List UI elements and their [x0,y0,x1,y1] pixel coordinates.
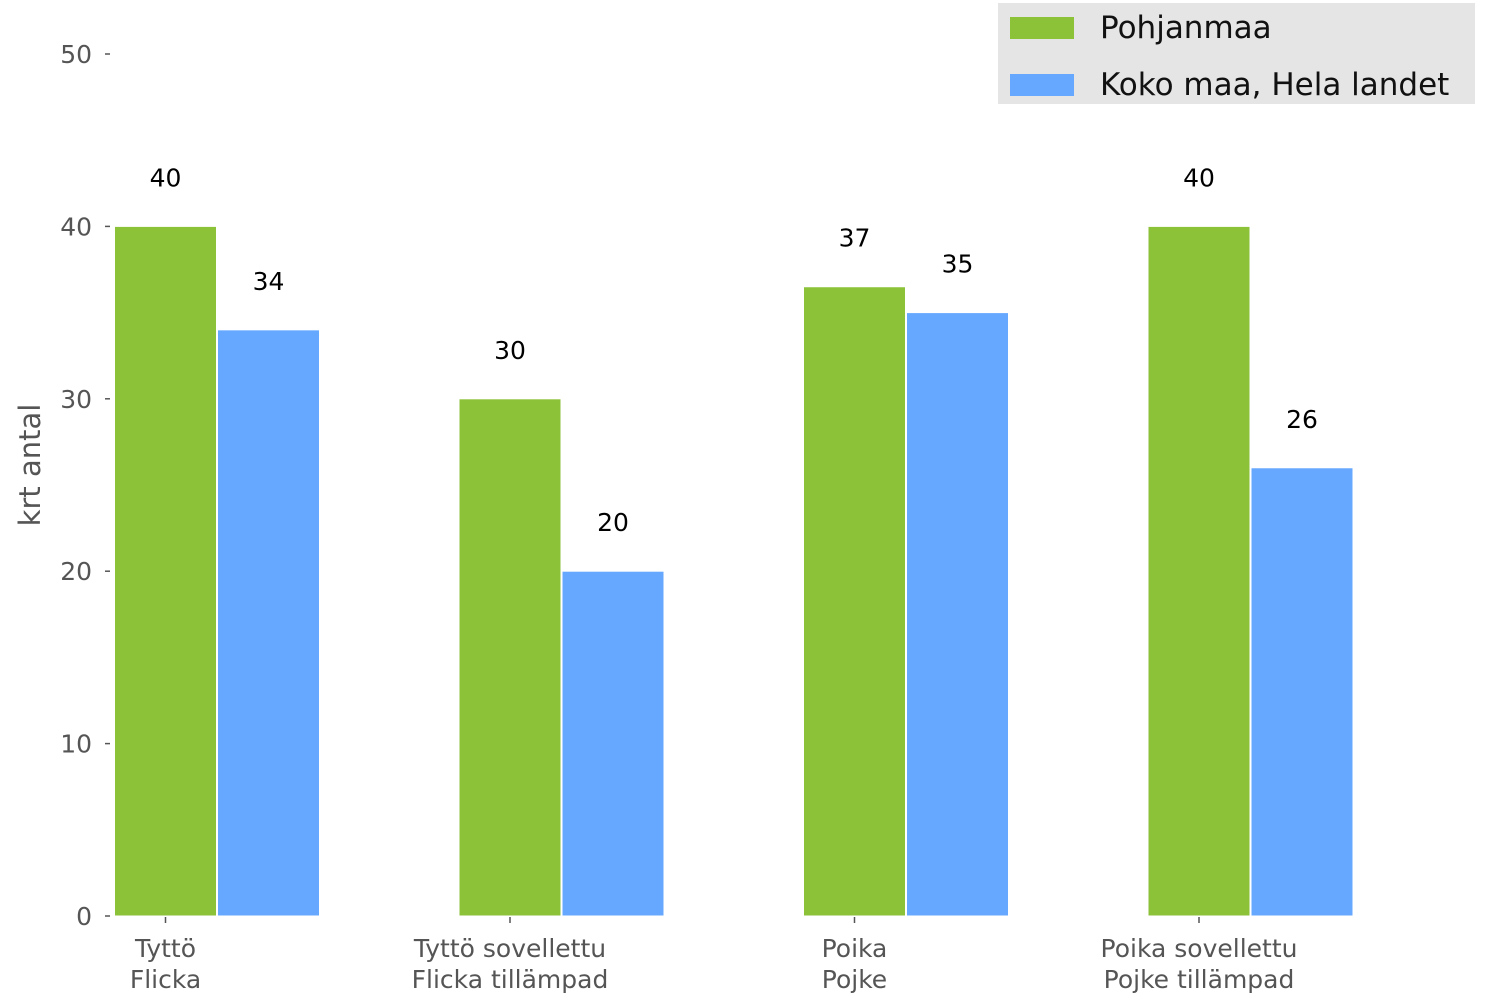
legend-swatch [1010,17,1074,39]
bar-koko-maa [217,329,320,917]
bar-koko-maa [1250,467,1354,917]
bar-koko-maa [561,570,665,917]
y-tick-label: 40 [60,212,92,241]
x-tick-label: Poika sovellettu [1101,934,1298,963]
bar-value-label: 35 [942,250,974,279]
y-tick-label: 30 [60,385,92,414]
bar-pohjanmaa [803,286,906,917]
x-tick-label: Tyttö [134,934,196,963]
y-tick-label: 10 [60,730,92,759]
legend-label: Pohjanmaa [1100,10,1272,46]
bar-pohjanmaa [1147,225,1251,917]
bar-value-label: 20 [597,508,629,537]
bar-value-label: 34 [253,267,285,296]
y-tick-label: 0 [76,902,92,931]
x-tick-label-secondary: Pojke tillämpad [1104,965,1295,993]
y-tick-label: 20 [60,557,92,586]
bar-value-label: 40 [150,163,182,192]
legend-swatch [1010,74,1074,96]
x-tick-label-secondary: Flicka [130,965,201,993]
x-tick-label-secondary: Flicka tillämpad [412,965,609,993]
bar-value-label: 37 [839,224,871,253]
bar-pohjanmaa [458,398,562,917]
legend-label: Koko maa, Hela landet [1100,67,1449,103]
x-tick-label-secondary: Pojke [822,965,887,993]
bar-value-label: 40 [1183,163,1215,192]
legend-box [998,3,1475,104]
y-tick-label: 50 [60,40,92,69]
x-tick-label: Tyttö sovellettu [413,934,606,963]
bar-pohjanmaa [114,225,217,917]
bar-value-label: 26 [1286,405,1318,434]
x-tick-label: Poika [822,934,888,963]
bar-value-label: 30 [494,336,526,365]
y-axis-label: krt antal [13,404,47,527]
bar-koko-maa [906,312,1009,917]
